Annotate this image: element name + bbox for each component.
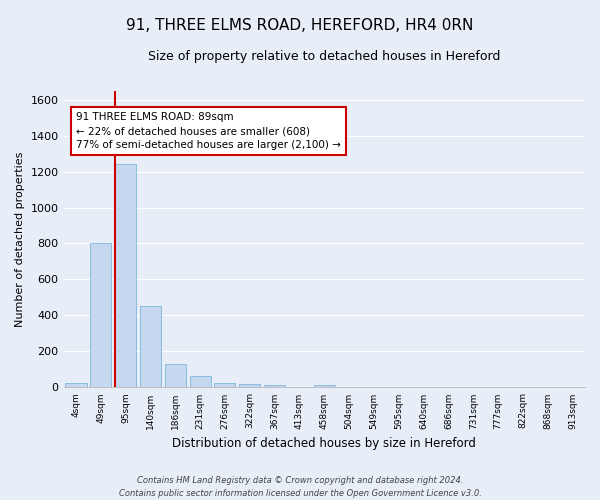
Text: Contains HM Land Registry data © Crown copyright and database right 2024.
Contai: Contains HM Land Registry data © Crown c…: [119, 476, 481, 498]
Bar: [190, 376, 211, 388]
Bar: [214, 383, 235, 388]
Text: 91, THREE ELMS ROAD, HEREFORD, HR4 0RN: 91, THREE ELMS ROAD, HEREFORD, HR4 0RN: [127, 18, 473, 32]
Bar: [115, 164, 136, 388]
Bar: [239, 384, 260, 388]
Bar: [264, 384, 285, 388]
Text: 91 THREE ELMS ROAD: 89sqm
← 22% of detached houses are smaller (608)
77% of semi: 91 THREE ELMS ROAD: 89sqm ← 22% of detac…: [76, 112, 341, 150]
Y-axis label: Number of detached properties: Number of detached properties: [15, 152, 25, 326]
Bar: [314, 384, 335, 388]
Bar: [140, 306, 161, 388]
Bar: [90, 244, 112, 388]
Bar: [165, 364, 186, 388]
Title: Size of property relative to detached houses in Hereford: Size of property relative to detached ho…: [148, 50, 500, 63]
Bar: [65, 383, 86, 388]
X-axis label: Distribution of detached houses by size in Hereford: Distribution of detached houses by size …: [172, 437, 476, 450]
